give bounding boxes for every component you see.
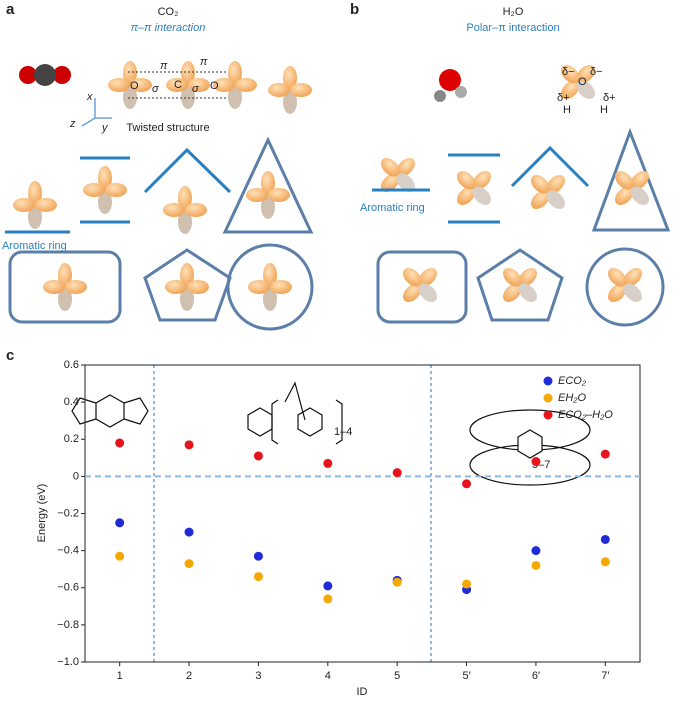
subtitle: Polar–π interaction <box>466 22 559 34</box>
sigma-label: σ <box>192 83 199 95</box>
point <box>253 572 263 582</box>
charge: δ− <box>562 66 575 78</box>
panel-b: b H₂O Polar–π interaction δ− δ− O δ+ δ+ … <box>350 1 671 327</box>
panel-label: b <box>350 1 359 18</box>
x-tick-label: 6′ <box>532 670 540 682</box>
panel-c: c Energy (eV) ID 1–4 5–7 <box>6 347 591 698</box>
point <box>115 518 125 528</box>
legend-marker <box>543 393 553 403</box>
structure-sketch <box>71 381 591 486</box>
ring-label: Aromatic ring <box>360 202 425 214</box>
y-tick-label: 0.2 <box>64 433 79 445</box>
point <box>184 527 194 537</box>
co2-model <box>19 64 71 86</box>
charge: δ− <box>590 66 603 78</box>
x-tick-label: 7′ <box>601 670 609 682</box>
pi-label: π <box>160 60 168 72</box>
point <box>323 581 333 591</box>
panel-a: a CO₂ π–π interaction π π σ C σ O O Twis… <box>2 1 314 331</box>
y-tick-label: −0.8 <box>57 619 79 631</box>
legend-label: ECO₂–H₂O <box>558 409 613 421</box>
point <box>462 479 472 489</box>
point <box>323 458 333 468</box>
atom-label: H <box>600 104 608 116</box>
x-axis-label: ID <box>357 686 368 698</box>
x-tick-label: 1 <box>117 670 123 682</box>
legend-label: EH₂O <box>558 392 586 404</box>
point <box>600 534 610 544</box>
point <box>323 594 333 604</box>
point <box>253 451 263 461</box>
legend-marker <box>543 376 553 386</box>
y-tick-label: −0.4 <box>57 545 79 557</box>
point <box>392 577 402 587</box>
y-tick-label: −1.0 <box>57 656 79 668</box>
legend-marker <box>543 410 553 420</box>
y-tick-label: 0.4 <box>64 396 79 408</box>
sigma-label: σ <box>152 83 159 95</box>
atom-label: O <box>130 80 139 92</box>
plot-frame <box>84 364 641 663</box>
axis-label: z <box>69 118 76 130</box>
point <box>531 546 541 556</box>
twisted-orbitals <box>108 61 257 109</box>
atom-label: H <box>563 104 571 116</box>
ring-label: Aromatic ring <box>2 240 67 252</box>
y-axis-label: Energy (eV) <box>36 484 48 543</box>
point <box>115 438 125 448</box>
axis-label: x <box>86 91 93 103</box>
panel-label: a <box>6 1 15 18</box>
axes-icon <box>81 98 112 127</box>
caption: Twisted structure <box>126 122 209 134</box>
atom-label: O <box>210 80 219 92</box>
panel-label: c <box>6 347 14 364</box>
point <box>184 440 194 450</box>
point <box>462 579 472 589</box>
point <box>600 557 610 567</box>
point <box>115 551 125 561</box>
x-tick-label: 3 <box>255 670 261 682</box>
point <box>253 551 263 561</box>
x-tick-label: 2 <box>186 670 192 682</box>
charge: δ+ <box>557 92 570 104</box>
x-tick-label: 5 <box>394 670 400 682</box>
title: H₂O <box>503 6 524 18</box>
point <box>531 560 541 570</box>
legend-label: ECO₂ <box>558 375 587 387</box>
point <box>531 457 541 467</box>
x-tick-label: 5′ <box>462 670 470 682</box>
x-tick-label: 4 <box>325 670 331 682</box>
pi-label: π <box>200 56 208 68</box>
y-tick-label: −0.6 <box>57 582 79 594</box>
title: CO₂ <box>158 6 179 18</box>
y-tick-label: −0.2 <box>57 507 79 519</box>
point <box>184 559 194 569</box>
atom-label: O <box>578 76 587 88</box>
y-tick-label: 0 <box>73 470 79 482</box>
structure-label: 1–4 <box>334 426 352 438</box>
orbital <box>268 66 312 114</box>
axis-label: y <box>101 122 109 134</box>
y-tick-label: 0.6 <box>64 359 79 371</box>
point <box>600 449 610 459</box>
h2o-model <box>434 69 467 102</box>
subtitle: π–π interaction <box>131 22 206 34</box>
atom-label: C <box>174 79 182 91</box>
point <box>392 468 402 478</box>
charge: δ+ <box>603 92 616 104</box>
